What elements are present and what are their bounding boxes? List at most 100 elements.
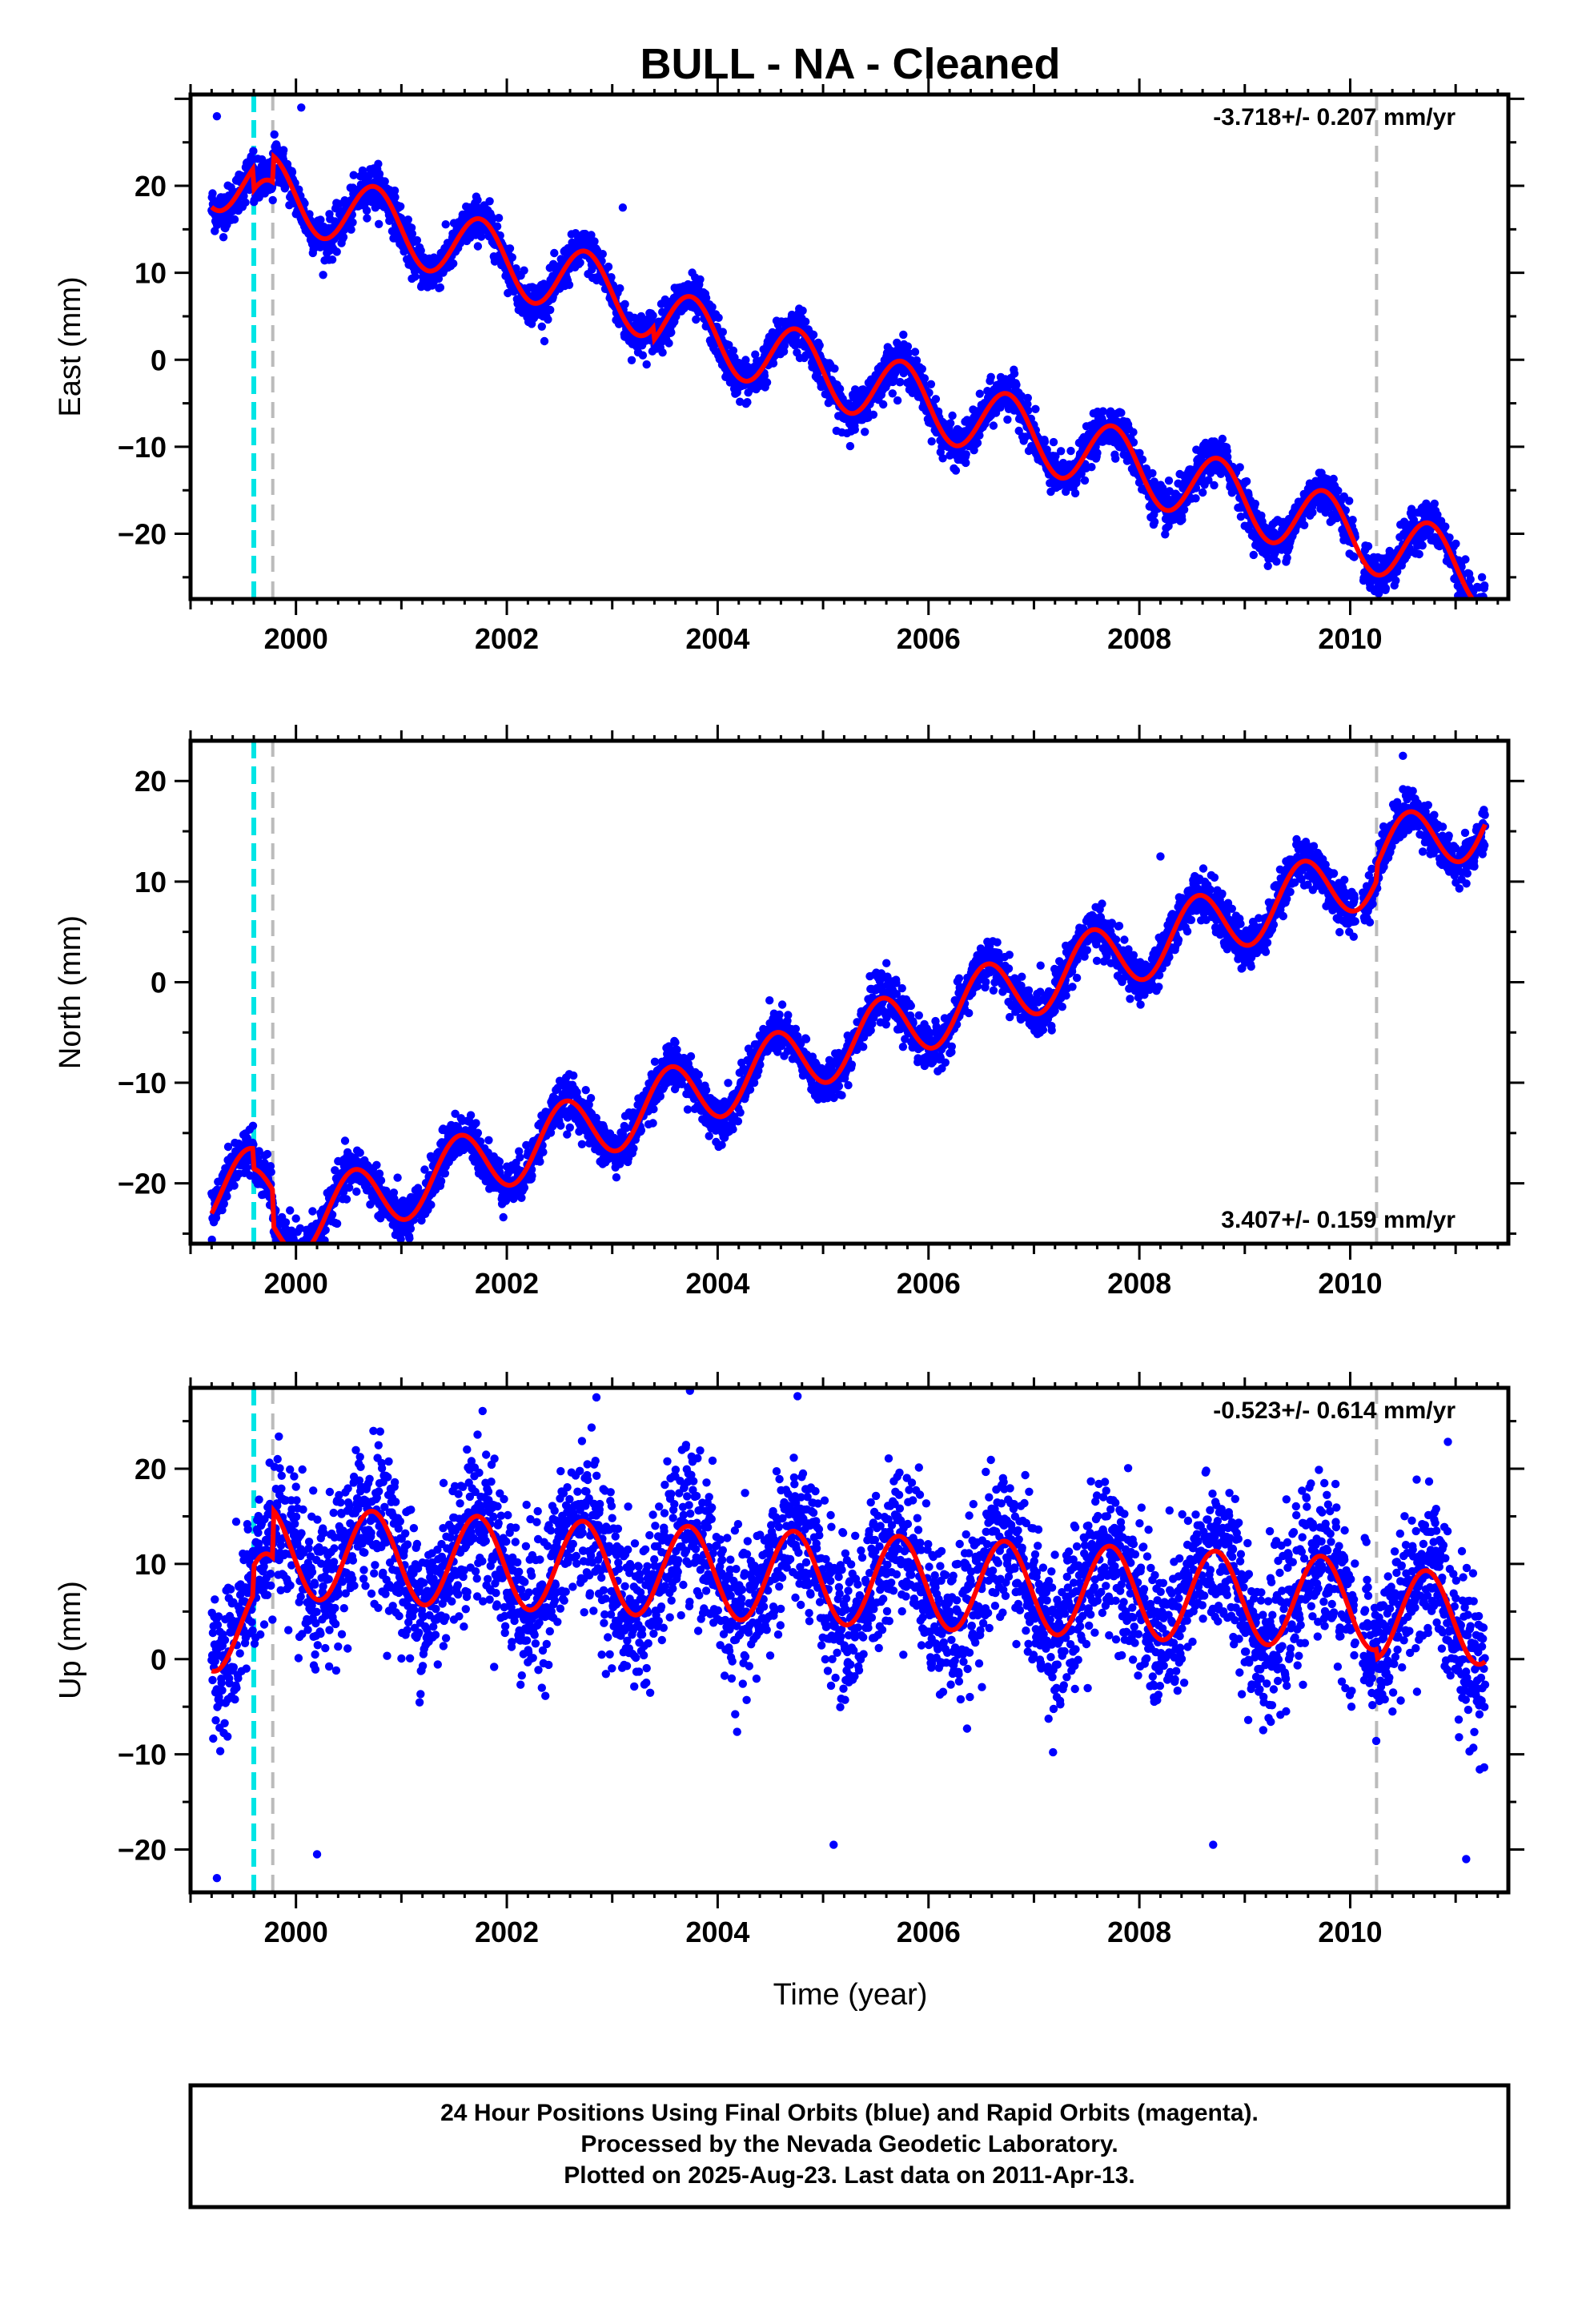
data-point	[844, 399, 853, 408]
data-point	[1468, 601, 1476, 609]
data-point	[696, 275, 705, 284]
data-point	[1299, 521, 1309, 529]
data-point	[920, 374, 930, 383]
data-point	[1093, 448, 1102, 457]
data-point	[658, 348, 667, 357]
data-point	[910, 348, 920, 356]
data-point	[283, 1245, 291, 1253]
data-point	[1474, 620, 1482, 628]
data-point	[1480, 615, 1488, 623]
data-point	[1473, 610, 1481, 618]
data-point	[1031, 404, 1040, 413]
data-point	[725, 340, 733, 349]
data-point	[485, 197, 494, 206]
data-point	[1452, 539, 1460, 549]
rate-annotation: -3.718+/- 0.207 mm/yr	[1213, 104, 1456, 131]
data-point	[927, 437, 936, 446]
data-point	[219, 233, 228, 242]
data-point	[407, 223, 416, 232]
data-point	[1179, 505, 1189, 514]
data-point	[494, 214, 504, 223]
data-point	[286, 1206, 295, 1215]
data-point	[903, 342, 913, 351]
data-point	[304, 1249, 312, 1257]
data-point	[300, 1252, 308, 1261]
data-point	[1070, 489, 1080, 498]
panels: 2000 2002 2004 2006 2008 2010−20−1001020East …	[54, 78, 1524, 1948]
data-point	[616, 283, 624, 293]
data-point	[411, 272, 420, 281]
data-point	[1242, 476, 1251, 486]
data-point	[1057, 447, 1066, 456]
x-tick-label: 2008	[1107, 622, 1171, 655]
data-point	[306, 1256, 314, 1265]
data-point	[648, 311, 657, 320]
data-point	[1480, 581, 1489, 590]
data-point	[434, 274, 444, 283]
data-point	[362, 206, 371, 215]
data-point	[309, 1252, 317, 1260]
data-point	[332, 1219, 342, 1228]
data-point	[1415, 549, 1423, 559]
data-point	[520, 266, 528, 275]
data-point	[339, 232, 348, 242]
data-point	[1178, 515, 1186, 525]
data-point	[298, 1249, 306, 1257]
data-point	[850, 425, 860, 434]
data-point	[279, 146, 288, 155]
data-point	[390, 186, 400, 195]
data-point	[297, 103, 306, 112]
data-point	[1021, 432, 1030, 441]
data-point	[544, 315, 552, 324]
data-point	[1129, 428, 1138, 436]
data-point	[282, 1248, 290, 1256]
x-tick-label: 2002	[475, 622, 539, 655]
data-point	[1012, 380, 1021, 389]
data-point	[297, 1248, 305, 1256]
x-tick-label: 2010	[1318, 622, 1382, 655]
data-point	[893, 396, 902, 405]
data-point	[1040, 437, 1050, 446]
data-point	[303, 1248, 311, 1256]
data-point	[729, 346, 738, 355]
data-point	[1472, 613, 1480, 621]
data-point	[989, 421, 998, 430]
data-point	[223, 1192, 231, 1201]
data-point	[212, 111, 222, 121]
data-point	[405, 1234, 414, 1243]
data-point	[473, 195, 482, 204]
data-point	[1150, 517, 1159, 526]
data-point	[1461, 555, 1470, 564]
data-point	[230, 215, 239, 224]
data-point	[665, 339, 673, 348]
data-point	[1472, 628, 1480, 636]
data-point	[1345, 497, 1354, 505]
data-point	[701, 293, 711, 303]
data-point	[270, 130, 279, 139]
data-point	[1348, 516, 1357, 525]
data-point	[283, 1252, 291, 1261]
data-point	[741, 356, 750, 364]
data-point	[375, 219, 383, 228]
data-point	[283, 1245, 291, 1253]
data-point	[1080, 476, 1090, 485]
y-tick-label: 10	[135, 257, 167, 290]
data-point	[287, 1245, 295, 1253]
data-point	[899, 330, 908, 340]
data-point	[284, 1256, 292, 1264]
data-point	[912, 356, 921, 365]
data-point	[396, 202, 405, 211]
data-point	[1441, 522, 1450, 531]
data-point	[393, 1173, 402, 1182]
plot-frame	[188, 92, 1511, 601]
data-point	[540, 336, 549, 346]
data-point	[762, 378, 772, 387]
x-tick-label: 2004	[685, 622, 749, 655]
data-point	[718, 328, 727, 336]
data-point	[308, 1207, 317, 1216]
data-point	[948, 411, 957, 420]
data-point	[412, 235, 422, 245]
data-point	[219, 1200, 228, 1208]
data-point	[1111, 454, 1120, 463]
data-point	[208, 189, 217, 198]
